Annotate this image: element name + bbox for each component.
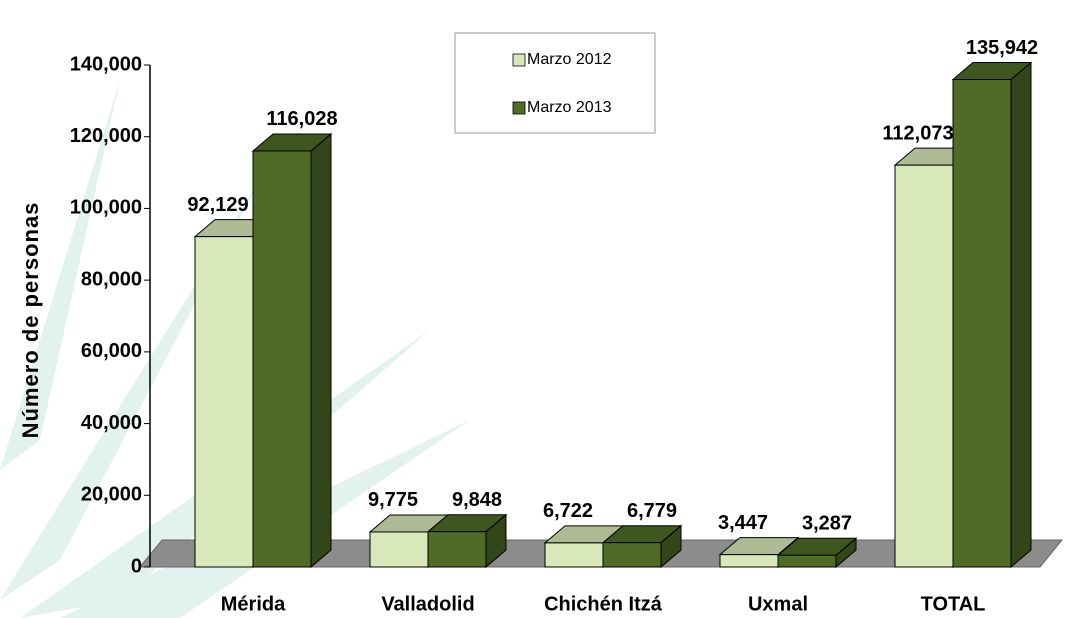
bar-side [311, 134, 331, 567]
bar [603, 543, 661, 567]
y-tick-label: 80,000 [81, 268, 142, 290]
bar-side [1011, 63, 1031, 567]
bar [895, 165, 953, 567]
x-tick-label: Valladolid [381, 593, 474, 615]
y-tick-label: 40,000 [81, 412, 142, 434]
bar [953, 80, 1011, 567]
y-tick-label: 0 [131, 555, 142, 577]
y-tick-label: 120,000 [70, 125, 142, 147]
legend-swatch [513, 102, 525, 114]
value-label: 112,073 [882, 122, 953, 144]
bar [253, 151, 311, 567]
page: Número de personas 0 20,000 40,000 60,000 80… [0, 0, 1068, 618]
bar [370, 532, 428, 567]
x-tick-label: Mérida [221, 593, 286, 615]
value-label: 92,129 [187, 194, 248, 216]
bar [778, 555, 836, 567]
legend-label: Marzo 2012 [527, 51, 612, 68]
y-tick-label: 60,000 [81, 340, 142, 362]
x-tick-label: Chichén Itzá [544, 593, 663, 615]
y-tick-label: 20,000 [81, 484, 142, 506]
chart: Número de personas 0 20,000 40,000 60,000 80… [0, 0, 1068, 618]
value-label: 135,942 [966, 37, 1038, 59]
legend [455, 33, 655, 133]
bar [545, 543, 603, 567]
value-label: 9,775 [368, 489, 418, 511]
y-axis-label: Número de personas [18, 202, 43, 439]
x-tick-label: Uxmal [748, 593, 808, 615]
bar [195, 237, 253, 567]
value-label: 116,028 [266, 108, 337, 130]
value-label: 6,779 [627, 500, 677, 522]
legend-swatch [513, 54, 525, 66]
y-tick-label: 100,000 [70, 197, 142, 219]
x-tick-label: TOTAL [921, 593, 986, 615]
legend-label: Marzo 2013 [527, 99, 612, 116]
y-tick-label: 140,000 [70, 53, 142, 75]
value-label: 6,722 [543, 500, 593, 522]
value-label: 3,287 [802, 512, 852, 534]
bar [428, 532, 486, 567]
bar [720, 555, 778, 567]
value-label: 3,447 [718, 512, 768, 534]
value-label: 9,848 [452, 489, 502, 511]
